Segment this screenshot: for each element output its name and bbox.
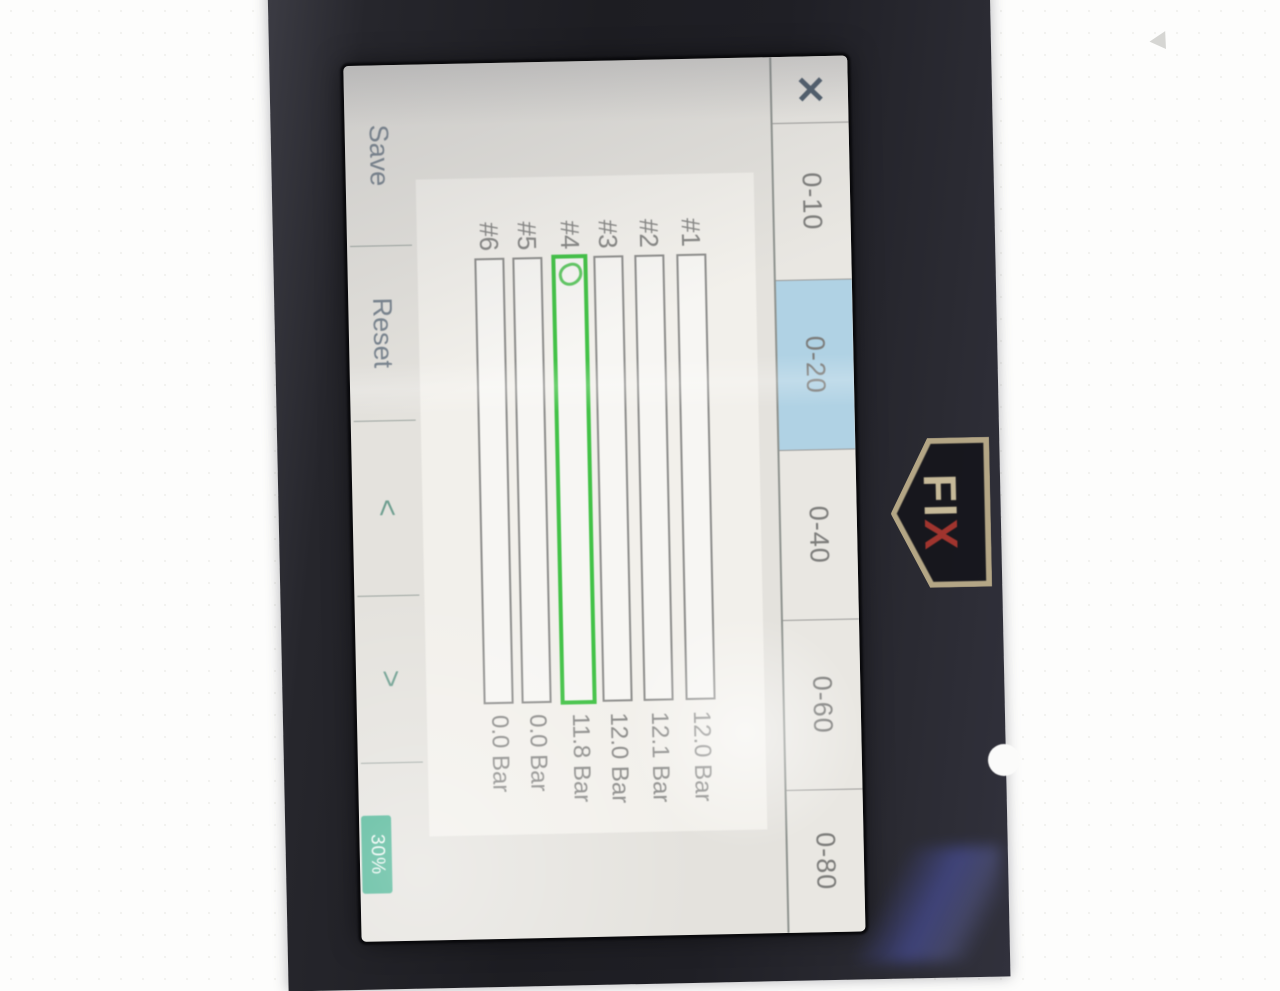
bar-value: 0.0 Bar bbox=[485, 714, 515, 793]
top-bar: ✕ 0-10 0-20 0-40 0-60 0-80 bbox=[769, 55, 866, 933]
close-icon: ✕ bbox=[788, 72, 831, 106]
range-button-0-40[interactable]: 0-40 bbox=[779, 448, 859, 621]
background-arrow-artifact-icon bbox=[1149, 27, 1173, 49]
bezel-reflection bbox=[840, 845, 1004, 964]
fix-logo-shield-icon: FI X bbox=[889, 437, 992, 589]
close-button[interactable]: ✕ bbox=[771, 56, 848, 124]
bar-label: #1 bbox=[675, 217, 707, 248]
bar-label: #4 bbox=[554, 220, 586, 250]
bar-value: 12.0 Bar bbox=[687, 710, 717, 802]
screen-content-rotated: ✕ 0-10 0-20 0-40 0-60 0-80 #1 12.0 Bar #… bbox=[343, 55, 866, 942]
bar-value: 12.1 Bar bbox=[645, 711, 675, 803]
reset-button[interactable]: Reset bbox=[367, 297, 400, 369]
brand-logo: FI X bbox=[889, 437, 992, 589]
range-button-0-80[interactable]: 0-80 bbox=[786, 788, 866, 933]
range-button-0-60[interactable]: 0-60 bbox=[782, 618, 863, 790]
logo-text-fi: FI bbox=[913, 473, 967, 520]
bar-label: #6 bbox=[473, 221, 505, 252]
bezel-edge-highlight bbox=[988, 744, 1020, 776]
next-button[interactable]: > bbox=[354, 595, 425, 763]
bar-value: 12.0 Bar bbox=[604, 712, 634, 804]
bar-value: 11.8 Bar bbox=[566, 712, 596, 803]
previous-button[interactable]: < bbox=[351, 420, 423, 596]
device-screen: ✕ 0-10 0-20 0-40 0-60 0-80 #1 12.0 Bar #… bbox=[343, 55, 866, 942]
bar-label: #2 bbox=[633, 218, 665, 249]
device-bezel: FI X ✕ 0-10 0-20 0-40 0-60 0-80 bbox=[267, 0, 1011, 991]
chevron-right-icon: > bbox=[373, 669, 408, 688]
bar-value: 0.0 Bar bbox=[523, 713, 553, 792]
toolbar-divider bbox=[360, 761, 423, 764]
progress-badge: 30% bbox=[360, 815, 393, 894]
bar-label: #3 bbox=[592, 219, 624, 249]
range-button-0-20[interactable]: 0-20 bbox=[775, 278, 856, 451]
bar-label: #5 bbox=[511, 221, 543, 251]
logo-text-x: X bbox=[914, 518, 968, 553]
range-button-0-10[interactable]: 0-10 bbox=[772, 121, 852, 281]
save-button[interactable]: Save bbox=[364, 124, 396, 187]
chevron-left-icon: < bbox=[370, 498, 404, 517]
photo-background: FI X ✕ 0-10 0-20 0-40 0-60 0-80 bbox=[0, 0, 1280, 960]
